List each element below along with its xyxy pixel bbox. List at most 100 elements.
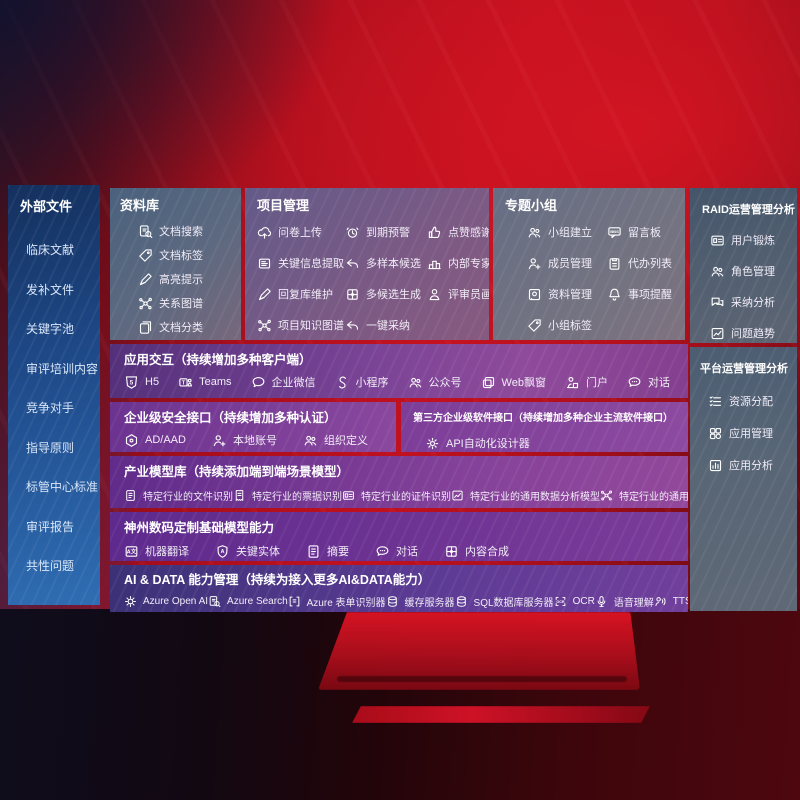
item-label: H5 xyxy=(145,376,160,388)
item-label: 资源分配 xyxy=(729,396,773,408)
list-item: Teams xyxy=(178,374,231,390)
item-label: 成员管理 xyxy=(548,258,592,270)
list-item: 组织定义 xyxy=(303,432,368,448)
bell-icon xyxy=(607,287,622,302)
bubble-icon xyxy=(251,375,266,390)
item-label: 评审员画像 xyxy=(448,289,489,301)
doc-icon xyxy=(306,544,321,559)
item-label: 回复库维护 xyxy=(278,289,333,301)
item-label: 一键采纳 xyxy=(366,320,410,332)
db-icon xyxy=(455,595,468,608)
item-label: 文档标签 xyxy=(159,250,203,262)
list-item: 一键采纳 xyxy=(345,317,427,333)
list-icon xyxy=(708,394,723,409)
hex-icon xyxy=(124,433,139,448)
list-item: 问卷上传 xyxy=(257,224,345,240)
item-label: 发补文件 xyxy=(26,282,75,297)
row-title: 应用交互（持续增加多种客户端） xyxy=(124,353,312,367)
panel-title: 项目管理 xyxy=(257,198,310,213)
extract-icon xyxy=(257,256,272,271)
list-item: 问题趋势 xyxy=(710,325,797,341)
people-icon xyxy=(710,264,725,279)
item-label: 小程序 xyxy=(355,377,389,389)
list-item: 特定行业的文件识别 xyxy=(124,488,233,503)
item-label: 企业微信 xyxy=(271,377,316,389)
item-label: 内容合成 xyxy=(465,546,509,558)
item-label: 临床文献 xyxy=(26,243,75,257)
panel-item-list: 资源分配 应用管理 应用分析 xyxy=(708,393,797,473)
item-label: 指导原则 xyxy=(26,440,75,455)
item-label: 关系图谱 xyxy=(159,298,203,310)
row-title: 神州数码定制基础模型能力 xyxy=(124,521,275,535)
list-item: 文档搜索 xyxy=(138,223,241,239)
idcard-icon xyxy=(710,233,725,248)
panel-repository: 资料库 文档搜索文档标签高亮提示关系图谱文档分类 xyxy=(110,188,241,340)
list-item: 资料管理 xyxy=(527,286,607,302)
list-item: 审评报告 xyxy=(26,518,100,535)
item-label: 语音理解 xyxy=(613,598,654,609)
item-label: 特定行业的证件识别 xyxy=(361,492,451,503)
list-item: 小程序 xyxy=(335,374,389,390)
trend-icon xyxy=(710,326,725,341)
item-label: 文档搜索 xyxy=(159,226,203,238)
item-label: 对话 xyxy=(648,377,670,389)
cloud-up-icon xyxy=(257,225,272,240)
list-item: 缓存服务器 xyxy=(386,594,455,609)
list-item: 特定行业的通用数据分析模型 xyxy=(451,488,600,503)
graph-icon xyxy=(257,318,272,333)
pen-icon xyxy=(138,272,153,287)
list-item: 代办列表 xyxy=(607,255,685,271)
panel-raid-ops-analysis: RAID运营管理分析 用户锻炼 角色管理 采纳分析 问题趋势 xyxy=(690,188,797,343)
panel-title: RAID运营管理分析 xyxy=(702,204,795,216)
bubble-dots-icon xyxy=(627,375,642,390)
list-item: 成员管理 xyxy=(527,255,607,271)
item-label: Teams xyxy=(199,376,232,388)
item-label: 应用分析 xyxy=(729,460,773,472)
item-label: API自动化设计器 xyxy=(446,438,530,450)
row-item-list: API自动化设计器 xyxy=(425,435,688,451)
list-item: 指导原则 xyxy=(26,439,100,456)
list-item: 对话 xyxy=(627,374,670,390)
item-label: 高亮提示 xyxy=(159,274,203,286)
ocr-icon xyxy=(554,595,567,608)
doc-search-icon xyxy=(138,224,153,239)
list-item: 对话 xyxy=(375,543,418,559)
gear-icon xyxy=(425,436,440,451)
item-label: 缓存服务器 xyxy=(404,598,455,609)
account-icon xyxy=(527,256,542,271)
item-label: 共性问题 xyxy=(26,559,75,573)
list-item: 公众号 xyxy=(408,374,462,390)
item-label: 组织定义 xyxy=(323,435,368,447)
list-item: 关键实体 xyxy=(215,543,280,559)
item-label: 多样本候选 xyxy=(366,258,421,270)
tag-icon xyxy=(527,318,542,333)
item-label: 问卷上传 xyxy=(278,227,322,239)
list-item: 内部专家排名 xyxy=(427,255,489,271)
list-item: Azure Open AI xyxy=(124,594,208,609)
people-icon xyxy=(408,375,423,390)
item-label: 文档分类 xyxy=(159,322,203,334)
tts-icon xyxy=(654,595,667,608)
list-item: SQL数据库服务器 xyxy=(455,594,554,609)
row-enterprise-security-api: 企业级安全接口（持续增加多种认证） AD/AAD 本地账号 组织定义 xyxy=(110,402,396,452)
item-label: 门户 xyxy=(585,377,608,389)
item-label: 采纳分析 xyxy=(731,297,775,309)
list-item: 文档标签 xyxy=(138,247,241,263)
list-item: 评审员画像 xyxy=(427,286,489,302)
red-light-band xyxy=(352,706,650,723)
graph-icon xyxy=(138,296,153,311)
panel-item-list: 文档搜索文档标签高亮提示关系图谱文档分类 xyxy=(138,223,241,335)
list-item: 特定行业的票据识别 xyxy=(233,488,342,503)
item-label: 到期预警 xyxy=(366,227,410,239)
panel-title: 资料库 xyxy=(120,198,160,213)
trend-icon xyxy=(451,489,464,502)
sidebar-external-files: 外部文件 临床文献 发补文件 关键字池 审评培训内容 竞争对手 指导原则 标管中心标准 审评报… xyxy=(8,185,100,605)
list-item: 点赞感谢 xyxy=(427,224,489,240)
list-item: 语音理解 xyxy=(595,594,654,609)
thumb-icon xyxy=(427,225,442,240)
pen-icon xyxy=(257,287,272,302)
row-third-party-software-api: 第三方企业级软件接口（持续增加多种企业主流软件接口） API自动化设计器 xyxy=(401,402,688,452)
account-icon xyxy=(212,433,227,448)
